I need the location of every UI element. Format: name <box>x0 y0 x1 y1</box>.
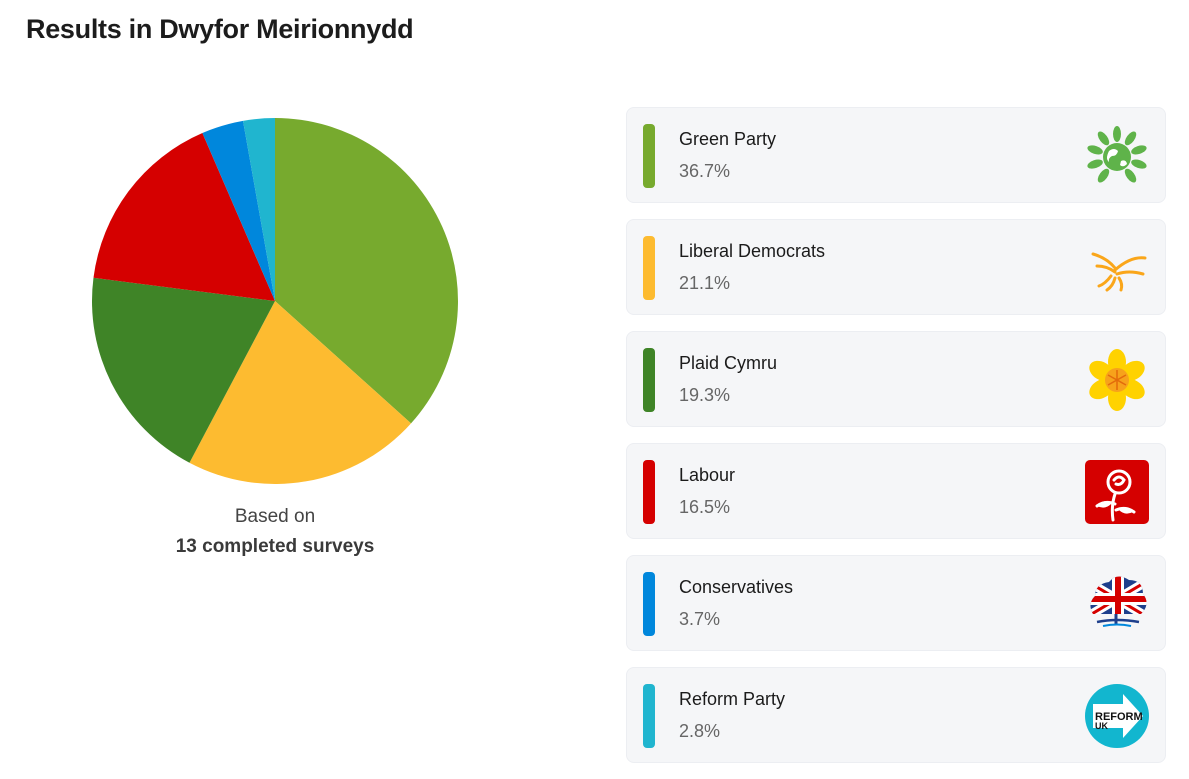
reform-uk-arrow-icon: REFORM UK <box>1085 684 1149 748</box>
party-card-plaid-cymru: Plaid Cymru 19.3% <box>626 331 1166 427</box>
pie-slice-conservatives <box>202 120 275 301</box>
party-color-swatch <box>643 572 655 636</box>
pie-chart <box>90 116 460 486</box>
caption-survey-count: 13 completed surveys <box>175 536 375 557</box>
party-card-labour: Labour 16.5% <box>626 443 1166 539</box>
reform-logo-text: REFORM <box>1095 711 1143 723</box>
pie-slice-liberal-democrats <box>189 301 412 484</box>
party-percentage: 19.3% <box>679 385 731 405</box>
party-percentage: 36.7% <box>679 161 731 181</box>
page-title: Results in Dwyfor Meirionnydd <box>26 14 414 44</box>
party-color-swatch <box>643 348 655 412</box>
party-name: Liberal Democrats <box>679 241 826 261</box>
party-color-swatch <box>643 684 655 748</box>
liberal-democrats-bird-icon <box>1085 236 1149 300</box>
party-name: Conservatives <box>679 577 794 597</box>
pie-slice-labour <box>93 133 275 301</box>
plaid-cymru-daffodil-icon <box>1085 348 1149 412</box>
party-name: Plaid Cymru <box>679 353 778 373</box>
green-party-logo-icon <box>1085 124 1149 188</box>
labour-rose-icon <box>1085 460 1149 524</box>
party-percentage: 2.8% <box>679 721 721 741</box>
pie-slice-reform-party <box>243 118 275 301</box>
party-name: Green Party <box>679 129 777 149</box>
party-color-swatch <box>643 124 655 188</box>
party-percentage: 3.7% <box>679 609 721 629</box>
party-color-swatch <box>643 460 655 524</box>
pie-slice-green-party <box>275 118 458 424</box>
party-card-green: Green Party 36.7% <box>626 107 1166 203</box>
caption-based-on: Based on <box>234 506 316 527</box>
party-card-liberal-democrats: Liberal Democrats 21.1% <box>626 219 1166 315</box>
party-color-swatch <box>643 236 655 300</box>
party-percentage: 16.5% <box>679 497 731 517</box>
party-card-reform: Reform Party 2.8% REFORM UK <box>626 667 1166 763</box>
party-name: Reform Party <box>679 689 786 709</box>
pie-chart-svg <box>92 118 458 484</box>
party-percentage: 21.1% <box>679 273 731 293</box>
pie-slice-plaid-cymru <box>92 277 275 463</box>
party-card-conservatives: Conservatives 3.7% <box>626 555 1166 651</box>
reform-logo-subtext: UK <box>1095 721 1108 731</box>
results-legend: Green Party 36.7% L <box>626 107 1166 779</box>
party-name: Labour <box>679 465 736 485</box>
conservatives-tree-icon <box>1085 572 1149 636</box>
